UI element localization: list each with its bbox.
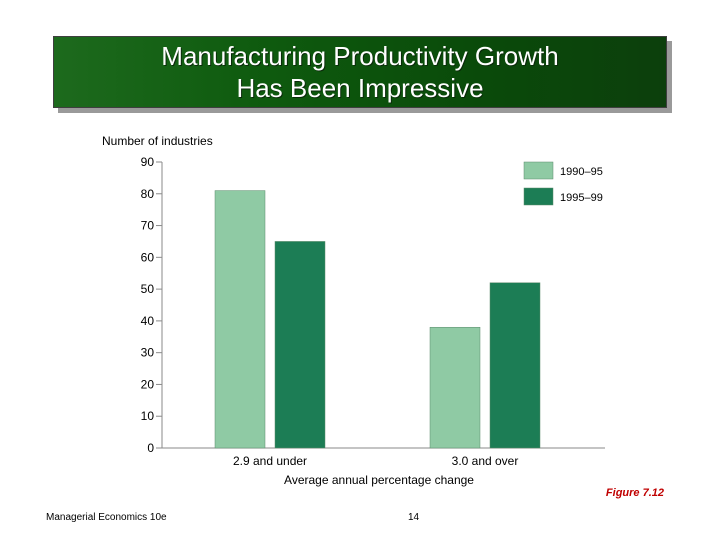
bars xyxy=(214,190,541,449)
bar xyxy=(489,282,541,449)
y-tick-label: 90 xyxy=(141,155,155,169)
legend: 1990–95 1995–99 xyxy=(523,161,603,206)
legend-label: 1990–95 xyxy=(560,166,603,178)
category-label: 3.0 and over xyxy=(452,454,519,468)
slide-title-banner: Manufacturing Productivity Growth Has Be… xyxy=(53,36,667,108)
page-number: 14 xyxy=(408,512,420,523)
x-axis-title: Average annual percentage change xyxy=(284,473,474,487)
footer-course-title: Managerial Economics 10e xyxy=(46,512,167,523)
legend-swatch xyxy=(523,161,554,180)
y-ticks: 0 10 20 30 40 50 60 70 80 90 xyxy=(141,155,162,455)
y-tick-label: 20 xyxy=(141,377,155,391)
y-tick-label: 50 xyxy=(141,282,155,296)
y-tick-label: 30 xyxy=(141,346,155,360)
figure-label: Figure 7.12 xyxy=(605,487,664,499)
slide-title-line-1: Manufacturing Productivity Growth xyxy=(161,41,559,71)
y-tick-label: 70 xyxy=(141,219,155,233)
legend-swatch xyxy=(523,187,554,206)
category-labels: 2.9 and under 3.0 and over xyxy=(233,454,518,468)
bar xyxy=(429,326,481,449)
category-label: 2.9 and under xyxy=(233,454,307,468)
bar xyxy=(214,190,266,449)
y-tick-label: 10 xyxy=(141,409,155,423)
y-tick-label: 0 xyxy=(147,441,154,455)
y-tick-label: 60 xyxy=(141,250,155,264)
y-tick-label: 40 xyxy=(141,314,155,328)
slide-title-line-2: Has Been Impressive xyxy=(236,73,484,103)
y-axis-title: Number of industries xyxy=(102,134,213,148)
y-tick-label: 80 xyxy=(141,187,155,201)
bar xyxy=(274,241,326,449)
legend-label: 1995–99 xyxy=(560,192,603,204)
